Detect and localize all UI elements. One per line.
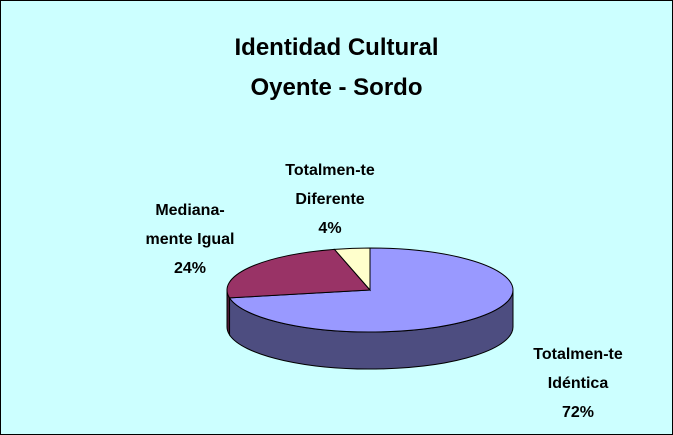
pie-slice	[228, 247, 514, 333]
data-label: Totalmen-te Idéntica 72%	[533, 340, 622, 427]
pie-slice	[333, 247, 371, 292]
label-value: 72%	[561, 404, 595, 421]
data-label: Mediana- mente Igual 24%	[146, 196, 235, 283]
label-category: Totalmen-te Idéntica	[533, 346, 623, 392]
label-category: Mediana- mente Igual	[145, 202, 235, 248]
pie-slice	[226, 248, 372, 299]
chart-title: Identidad Cultural Oyente - Sordo	[234, 34, 439, 101]
label-category: Totalmen-te Diferente	[285, 162, 375, 208]
label-value: 4%	[318, 220, 342, 237]
data-label: Totalmen-te Diferente 4%	[285, 156, 374, 243]
label-value: 24%	[173, 260, 207, 277]
